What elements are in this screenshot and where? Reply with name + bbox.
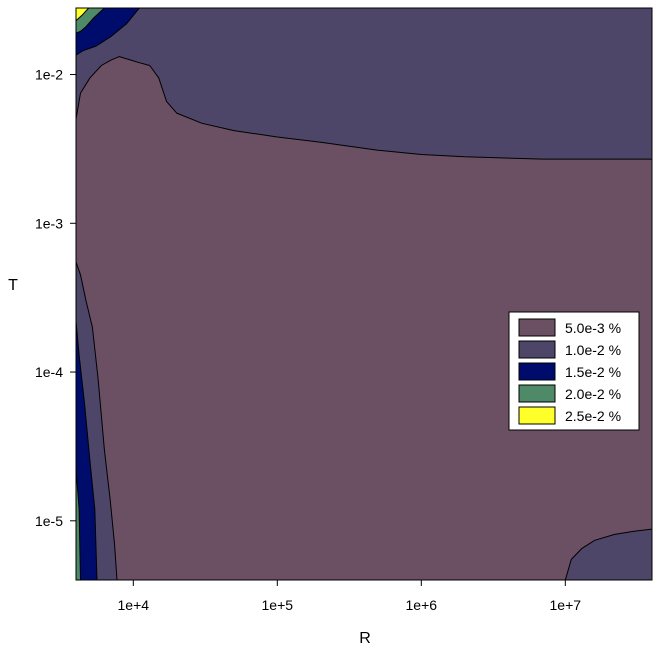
x-tick-label: 1e+5: [262, 597, 294, 613]
legend-label: 2.5e-2 %: [565, 408, 621, 424]
legend-label: 5.0e-3 %: [565, 320, 621, 336]
contour-region-level-3: [76, 467, 81, 580]
legend-swatch: [518, 318, 556, 337]
x-tick-label: 1e+7: [550, 597, 582, 613]
contour-region-level-1: [564, 528, 652, 580]
legend-label: 2.0e-2 %: [565, 386, 621, 402]
plot-area: [75, 7, 653, 581]
legend-swatch: [518, 340, 556, 359]
y-tick-label: 1e-5: [35, 513, 63, 529]
x-axis-label: R: [359, 630, 371, 647]
legend-label: 1.0e-2 %: [565, 342, 621, 358]
x-tick-label: 1e+6: [406, 597, 438, 613]
y-tick-label: 1e-2: [35, 67, 63, 83]
contour-region-level-4: [76, 8, 90, 22]
axes: 1e+4 1e+5 1e+6 1e+7 1e-2 1e-3 1e-4 1e-5: [35, 67, 581, 613]
legend-swatch: [518, 384, 556, 403]
legend: 5.0e-3 % 1.0e-2 % 1.5e-2 % 2.0e-2 % 2.5e-2 %: [508, 311, 640, 431]
legend-label: 1.5e-2 %: [565, 364, 621, 380]
contour-region-level-2: [76, 320, 98, 580]
y-tick-label: 1e-4: [35, 364, 63, 380]
contour-region-level-1: [76, 8, 652, 160]
legend-swatch: [518, 362, 556, 381]
x-tick-label: 1e+4: [118, 597, 150, 613]
plot-frame: [75, 7, 653, 581]
y-tick-label: 1e-3: [35, 215, 63, 231]
legend-swatch: [518, 406, 556, 425]
y-axis-label: T: [8, 277, 18, 294]
